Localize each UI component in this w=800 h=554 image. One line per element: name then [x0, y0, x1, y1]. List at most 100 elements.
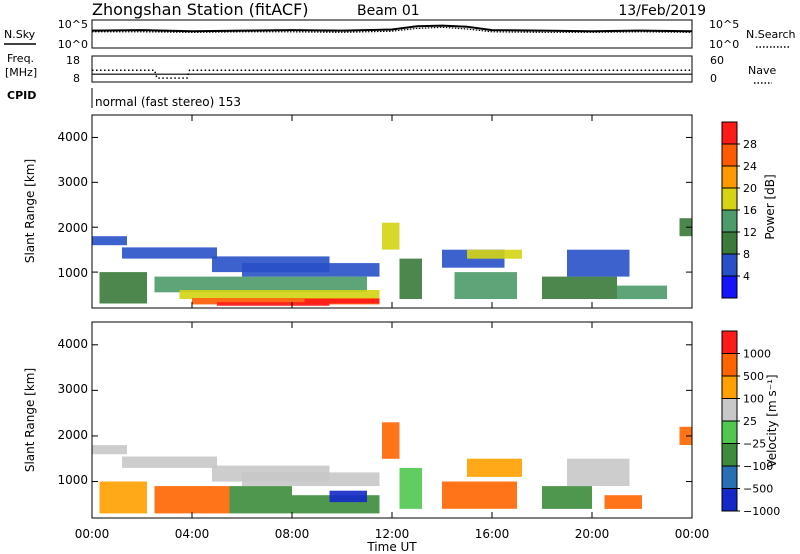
- velocity-region-10: [399, 467, 422, 509]
- x-tick-label-5: 20:00: [575, 527, 610, 541]
- velocity-colorbar-swatch-1: [722, 466, 737, 489]
- velocity-colorbar-swatch-7: [722, 331, 737, 354]
- power-colorbar-label: Power [dB]: [763, 174, 777, 239]
- frequency-line: [92, 69, 692, 79]
- noise-left-label: N.Sky: [4, 28, 36, 41]
- velocity-colorbar-label: Velocity [m s⁻¹]: [765, 374, 779, 467]
- power-ytick-3000: 3000: [57, 175, 88, 189]
- velocity-data-cells: [92, 422, 692, 514]
- x-axis-title: Time UT: [366, 540, 417, 554]
- velocity-panel: 4000 3000 2000 1000 Slant Range [km] 100…: [23, 321, 780, 519]
- freq-left-tick-bottom: 8: [73, 72, 80, 85]
- velocity-region-4: [99, 481, 147, 514]
- x-axis-labels: 00:00 04:00 08:00 12:00 16:00 20:00 00:00: [75, 527, 710, 541]
- power-colorbar-label-0: 28: [743, 138, 757, 151]
- power-colorbar-swatch-7: [722, 122, 737, 144]
- figure-title: Zhongshan Station (fitACF): [92, 0, 309, 19]
- nave-label: Nave: [748, 64, 776, 77]
- power-region-8: [217, 302, 330, 306]
- velocity-colorbar-swatch-3: [722, 421, 737, 444]
- velocity-ytick-4000: 4000: [57, 337, 88, 351]
- power-region-15: [542, 276, 617, 299]
- x-tick-label-2: 08:00: [275, 527, 310, 541]
- noise-right-label: N.Search: [746, 28, 796, 41]
- power-region-10: [382, 222, 400, 250]
- velocity-region-6: [229, 486, 292, 514]
- nave-right-tick-top: 60: [710, 54, 724, 67]
- power-colorbar-label-3: 16: [743, 204, 757, 217]
- power-region-6: [179, 290, 380, 299]
- frequency-panel: Freq. [MHz] 18 8 60 0 Nave: [5, 52, 776, 85]
- power-colorbar-swatch-2: [722, 232, 737, 254]
- velocity-region-15: [604, 495, 642, 509]
- power-ytick-1000: 1000: [57, 266, 88, 280]
- x-tick-label-3: 12:00: [375, 527, 410, 541]
- velocity-region-13: [542, 486, 592, 509]
- power-region-13: [454, 272, 517, 299]
- freq-label: Freq.: [7, 52, 34, 65]
- power-region-17: [617, 285, 667, 300]
- velocity-x-ticks: [91, 322, 693, 518]
- velocity-colorbar-label-1: 500: [743, 370, 764, 383]
- noise-panel: N.Sky 10^5 10^0 10^5 10^0 N.Search: [4, 18, 796, 51]
- velocity-colorbar-swatch-5: [722, 376, 737, 399]
- velocity-region-12: [467, 458, 522, 477]
- power-panel: 4000 3000 2000 1000 Slant Range [km] 282…: [23, 114, 777, 309]
- noise-left-tick-top: 10^5: [58, 18, 88, 31]
- velocity-colorbar-swatch-0: [722, 488, 737, 511]
- power-colorbar: 28 24 20 16 12 8 4: [721, 121, 757, 299]
- velocity-region-9: [382, 422, 400, 459]
- velocity-ytick-3000: 3000: [57, 382, 88, 396]
- velocity-region-8: [329, 490, 367, 503]
- power-ytick-4000: 4000: [57, 130, 88, 144]
- freq-unit-label: [MHz]: [5, 66, 37, 79]
- noise-sky-line: [91, 24, 693, 33]
- velocity-colorbar-label-3: 25: [743, 415, 757, 428]
- power-colorbar-swatch-6: [722, 144, 737, 166]
- noise-search-line: [92, 26, 693, 33]
- power-colorbar-label-6: 4: [743, 270, 750, 283]
- power-ylabel: Slant Range [km]: [23, 159, 37, 263]
- power-x-ticks: [91, 115, 693, 308]
- velocity-region-11: [442, 481, 517, 509]
- velocity-region-1: [122, 456, 217, 468]
- velocity-colorbar-label-4: −25: [743, 438, 766, 451]
- velocity-colorbar-label-0: 1000: [743, 348, 771, 361]
- noise-left-tick-bottom: 10^0: [58, 38, 88, 51]
- power-region-1: [122, 247, 217, 259]
- power-colorbar-swatch-5: [722, 166, 737, 188]
- power-region-14: [467, 249, 522, 259]
- velocity-colorbar-label-2: 100: [743, 393, 764, 406]
- velocity-colorbar-swatch-4: [722, 398, 737, 421]
- velocity-ylabel: Slant Range [km]: [23, 368, 37, 472]
- cpid-label: CPID: [7, 89, 36, 102]
- power-colorbar-swatch-4: [722, 188, 737, 210]
- date-label: 13/Feb/2019: [618, 3, 706, 19]
- velocity-ytick-1000: 1000: [57, 473, 88, 487]
- power-colorbar-swatch-0: [722, 276, 737, 298]
- power-region-11: [399, 258, 422, 299]
- x-tick-label-4: 16:00: [475, 527, 510, 541]
- velocity-region-0: [92, 445, 127, 455]
- power-region-4: [99, 272, 147, 304]
- power-region-3: [242, 263, 380, 277]
- power-region-18: [679, 218, 692, 237]
- velocity-ytick-2000: 2000: [57, 428, 88, 442]
- beam-label: Beam 01: [357, 3, 420, 19]
- velocity-colorbar-swatch-2: [722, 443, 737, 466]
- power-data-cells: [92, 218, 692, 306]
- velocity-region-3: [242, 472, 380, 487]
- power-colorbar-swatch-1: [722, 254, 737, 276]
- velocity-region-14: [567, 458, 630, 486]
- power-region-0: [92, 236, 127, 246]
- power-colorbar-label-1: 24: [743, 160, 757, 173]
- velocity-colorbar: 1000 500 100 25 −25 −100 −500 −1000: [721, 330, 780, 518]
- noise-right-tick-bottom: 10^0: [709, 38, 739, 51]
- power-region-16: [567, 249, 630, 277]
- velocity-colorbar-label-7: −1000: [743, 505, 780, 518]
- velocity-region-5: [154, 486, 230, 514]
- power-colorbar-label-4: 12: [743, 226, 757, 239]
- power-region-5: [154, 276, 367, 293]
- velocity-region-16: [679, 426, 692, 445]
